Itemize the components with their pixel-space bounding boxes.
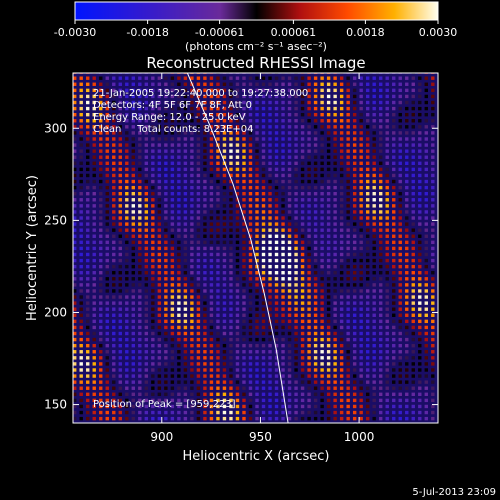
- colorbar-tick-label: -0.00061: [195, 26, 244, 39]
- annotation-time-range: 21-Jan-2005 19:22:40.000 to 19:27:38.000: [93, 88, 308, 99]
- axis-ticks: 900 950 1000 150 200 250 300: [44, 73, 438, 444]
- colorbar-units: (photons cm⁻² s⁻¹ asec⁻²): [185, 40, 327, 53]
- x-tick-label: 900: [150, 430, 173, 444]
- colorbar-tick-label: 0.0030: [419, 26, 458, 39]
- plot-frame: [72, 72, 439, 424]
- x-tick-label: 950: [249, 430, 272, 444]
- colorbar-ticks: -0.0030 -0.0018 -0.00061 0.00061 0.0018 0.003…: [54, 20, 457, 39]
- y-tick-label: 300: [44, 121, 67, 135]
- colorbar-tick-label: 0.0018: [346, 26, 385, 39]
- annotation-detectors: Detectors: 4F 5F 6F 7F 8F, Att 0: [93, 100, 252, 111]
- solar-limb-curve: [186, 73, 289, 423]
- plot-timestamp: 5-Jul-2013 23:09: [412, 487, 496, 498]
- colorbar: [74, 1, 439, 21]
- y-tick-label: 150: [44, 398, 67, 412]
- y-tick-label: 250: [44, 213, 67, 227]
- peak-position-label: Position of Peak = [959,223]: [93, 399, 236, 410]
- colorbar-tick-label: -0.0018: [126, 26, 168, 39]
- annotation-clean-counts: Clean Total counts: 8.23E+04: [93, 124, 253, 135]
- annotation-block: 21-Jan-2005 19:22:40.000 to 19:27:38.000…: [93, 88, 308, 135]
- y-tick-label: 200: [44, 305, 67, 319]
- colorbar-tick-label: 0.00061: [271, 26, 317, 39]
- annotation-energy-range: Energy Range: 12.0 - 25.0 keV: [93, 112, 246, 123]
- chart-title: Reconstructed RHESSI Image: [146, 54, 365, 72]
- colorbar-tick-label: -0.0030: [54, 26, 96, 39]
- x-axis-label: Heliocentric X (arcsec): [183, 449, 330, 464]
- y-axis-label: Heliocentric Y (arcsec): [25, 175, 40, 321]
- x-tick-label: 1000: [344, 430, 375, 444]
- heatmap: [73, 73, 438, 423]
